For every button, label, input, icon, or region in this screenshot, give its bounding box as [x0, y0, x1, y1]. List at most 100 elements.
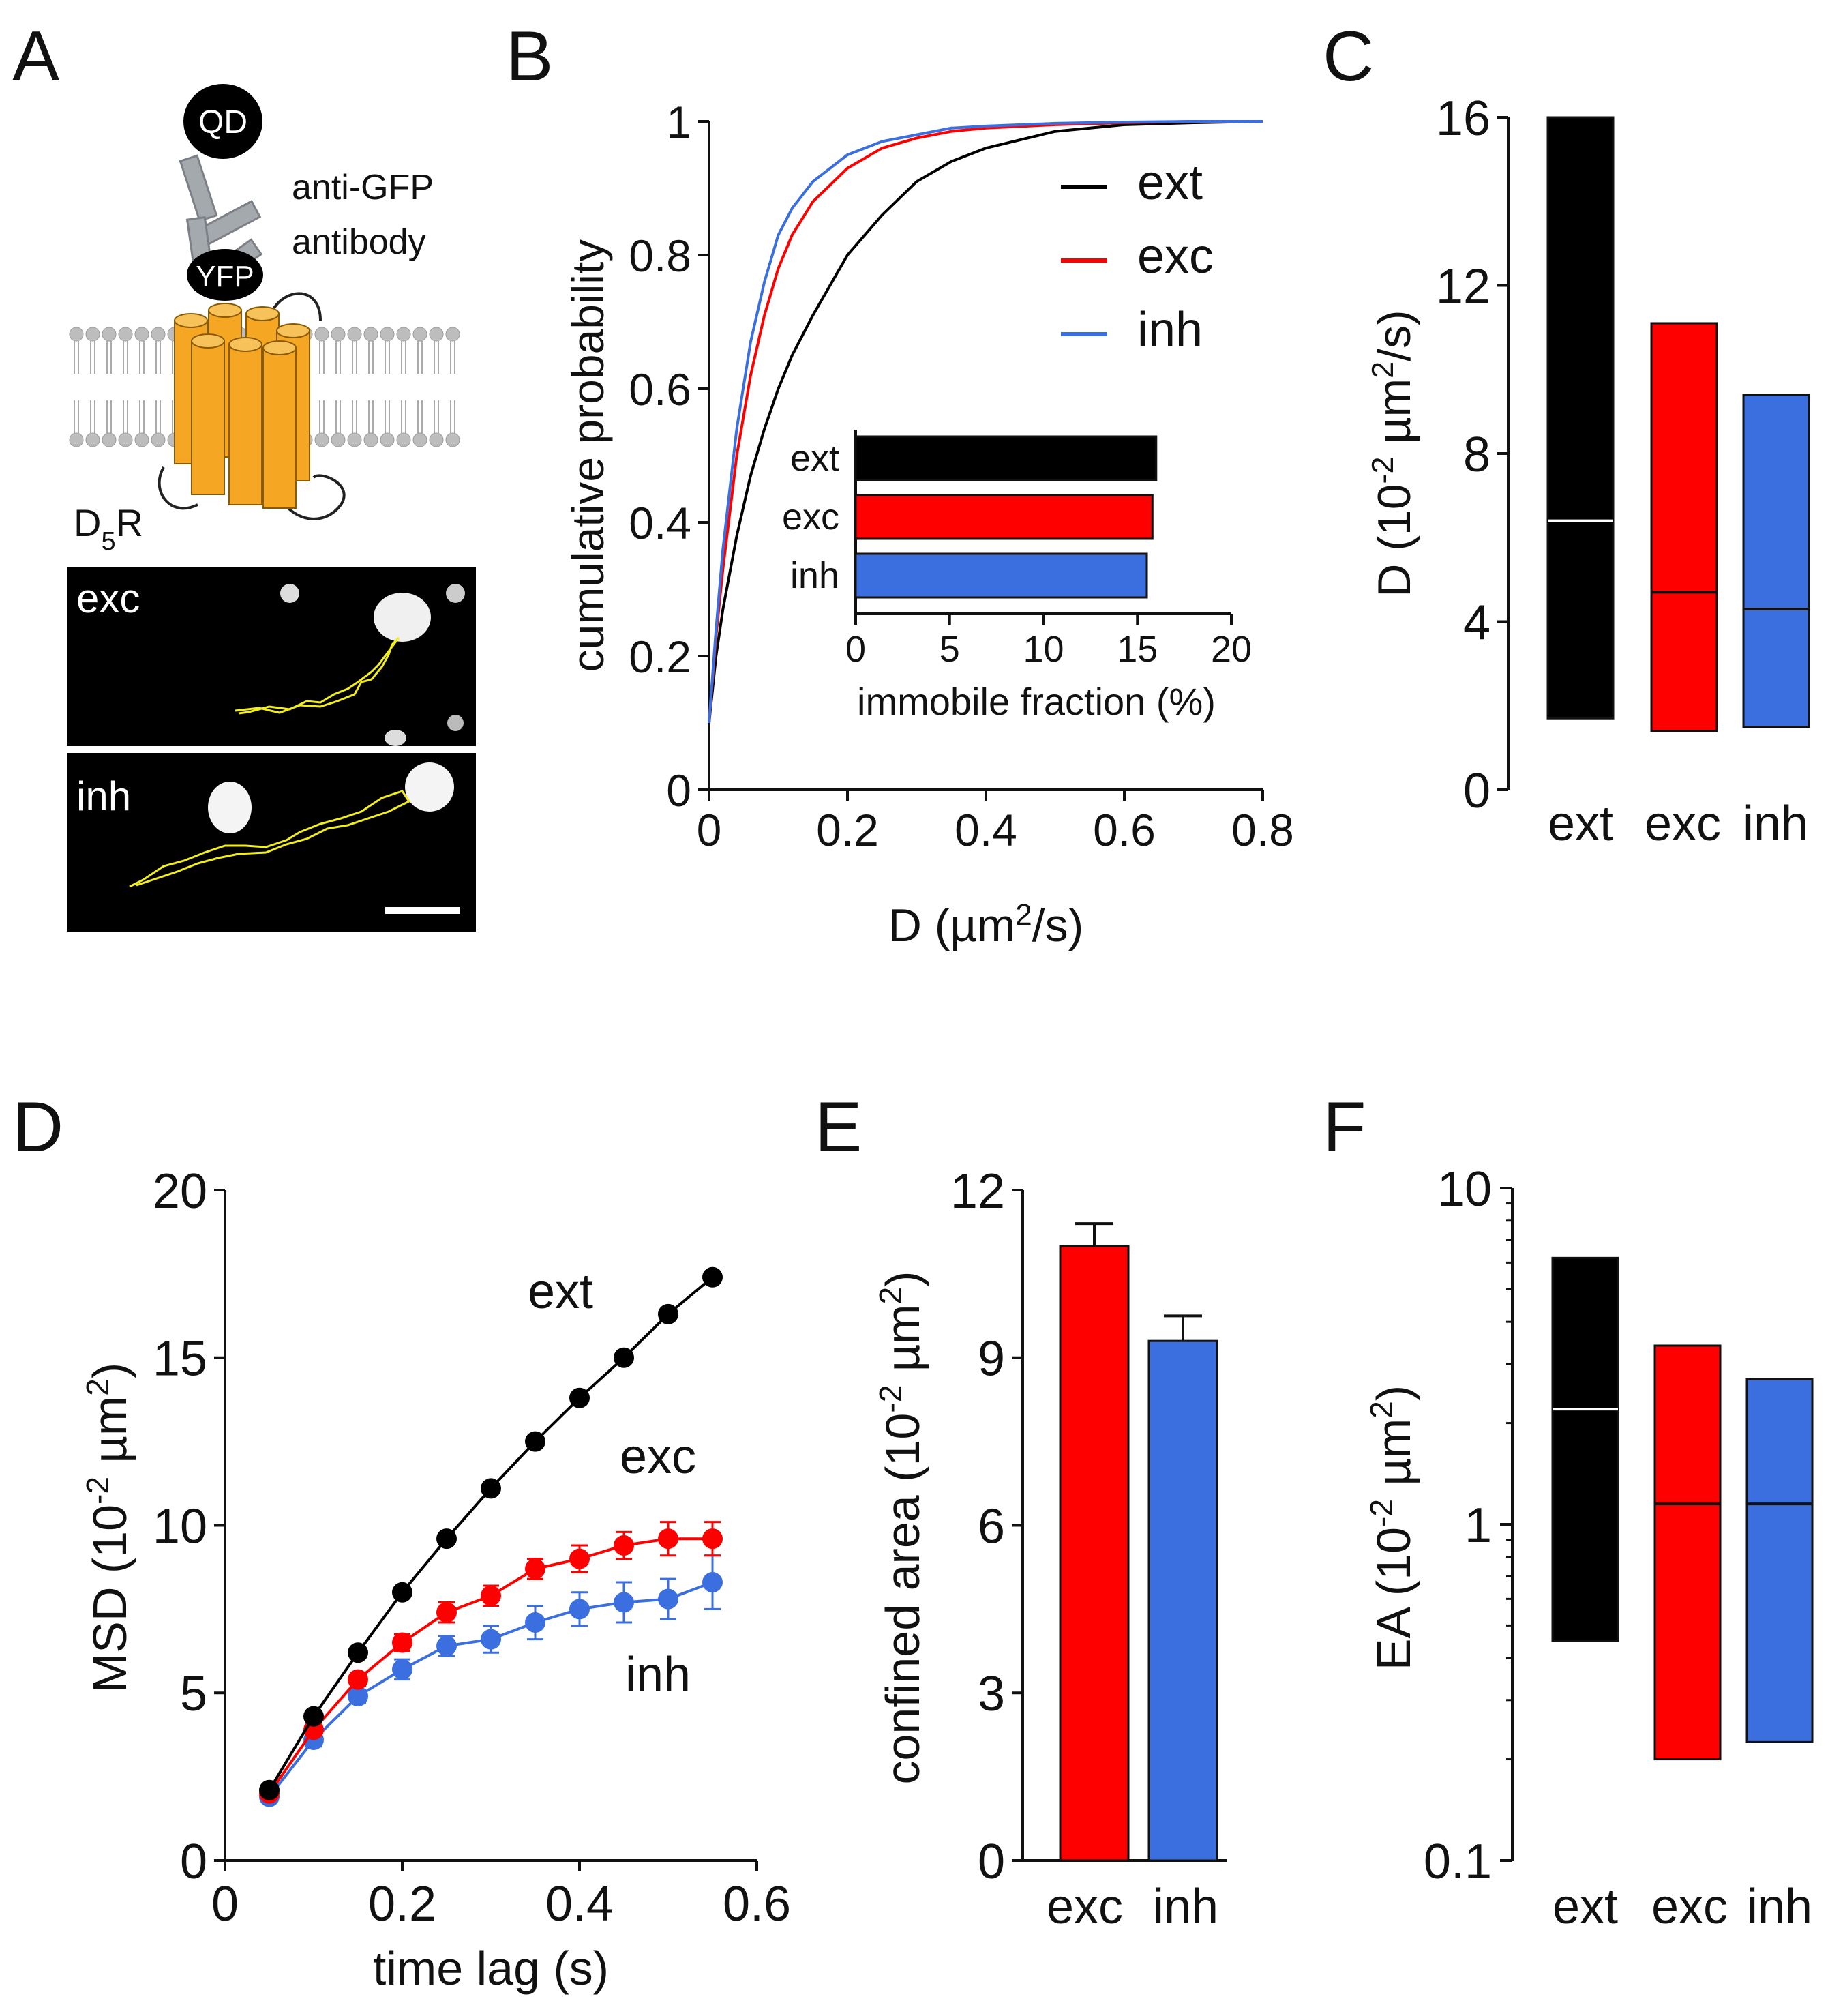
x-tick-label: 0.2 — [816, 805, 879, 855]
category-label-exc: exc — [1047, 1880, 1123, 1934]
data-point-exc — [614, 1535, 634, 1556]
lipid-head — [347, 432, 362, 447]
receptor-helix — [228, 344, 262, 505]
data-point-ext — [392, 1582, 412, 1603]
chart-e: 0 3 6 9 12 confined area (10-2 µm2) exc inh — [873, 1164, 1227, 1934]
scale-bar — [385, 907, 460, 914]
y-tick-label: 5 — [180, 1667, 207, 1721]
box-exc — [1653, 1344, 1722, 1761]
box-inh — [1745, 1378, 1814, 1743]
micrograph-label-exc: exc — [76, 576, 140, 621]
series-label-ext: ext — [528, 1264, 593, 1319]
x-tick-label: 0.6 — [1093, 805, 1156, 855]
y-tick-label: 10 — [153, 1499, 207, 1554]
x-tick-label: 0 — [211, 1877, 239, 1931]
data-point-ext — [481, 1478, 501, 1499]
data-point-ext — [525, 1431, 545, 1452]
particle — [447, 715, 464, 731]
cdf-line-ext — [708, 120, 1263, 724]
panel-b: B 00.20.40.60.810 0.2 0.4 0.6 0.8cumulative … — [506, 17, 1294, 951]
chart-d: 0 5 10 15 20 0 0.2 0.4 0.6 MSD (10-2 µm2) time lag… — [80, 1164, 791, 1995]
particle — [405, 762, 454, 812]
inset-bar-inh — [854, 552, 1148, 599]
data-point-exc — [348, 1669, 368, 1690]
panel-letter-b: B — [506, 17, 553, 96]
lipid-head — [314, 327, 329, 342]
inset-x-axis-title: immobile fraction (%) — [857, 680, 1216, 723]
receptor-tail — [158, 466, 198, 510]
receptor-helix-top — [276, 323, 310, 338]
lipid-head — [380, 432, 395, 447]
y-axis-title: confined area (10-2 µm2) — [873, 1271, 929, 1785]
lipid-head — [363, 432, 378, 447]
y-axis-title: MSD (10-2 µm2) — [80, 1363, 136, 1693]
lipid-head — [363, 327, 378, 342]
lipid-head — [380, 327, 395, 342]
lipid-head — [314, 432, 329, 447]
lipid-head — [69, 432, 84, 447]
x-tick-label: 10 — [1023, 629, 1064, 670]
particle — [374, 593, 431, 642]
box-ext — [1551, 1256, 1619, 1642]
data-point-exc — [525, 1558, 545, 1580]
lipid-head — [396, 432, 411, 447]
lipid-head — [429, 327, 444, 342]
antibody-label-line2: antibody — [292, 222, 426, 262]
lipid-head — [118, 327, 133, 342]
data-point-inh — [481, 1629, 501, 1650]
series-inh — [259, 1554, 723, 1807]
panel-letter-f: F — [1323, 1088, 1366, 1167]
lipid-head — [69, 327, 84, 342]
y-tick-label: 12 — [950, 1164, 1005, 1219]
panel-a: A QD YFP anti-GFP antibody D5R — [12, 17, 476, 932]
y-tick-label: 0.6 — [629, 364, 691, 415]
data-point-exc — [658, 1528, 678, 1550]
data-point-inh — [525, 1612, 545, 1633]
lipid-head — [134, 327, 149, 342]
y-axis-title: cumulative probability — [562, 239, 613, 672]
yfp-icon — [187, 249, 263, 301]
panel-letter-d: D — [12, 1088, 63, 1167]
receptor-helix-top — [228, 337, 262, 352]
receptor-helix-top — [191, 333, 225, 349]
x-axis-title: D (µm2/s) — [888, 898, 1084, 952]
box-exc — [1650, 322, 1718, 732]
y-tick-label: 0 — [1463, 764, 1490, 818]
data-point-exc — [481, 1585, 501, 1606]
series-exc — [259, 1521, 723, 1804]
receptor-helix — [262, 347, 297, 509]
antibody-label-line1: anti-GFP — [292, 168, 434, 207]
data-point-ext — [702, 1266, 723, 1288]
legend-label-inh: inh — [1137, 303, 1203, 357]
y-tick-label: 0.4 — [629, 498, 691, 548]
lipid-head — [134, 432, 149, 447]
y-tick-label: 4 — [1463, 595, 1490, 650]
lipid-head — [331, 327, 346, 342]
panel-d: D 0 5 10 15 20 0 0.2 0.4 0.6 MSD (10-2 µm2) time l… — [12, 1088, 791, 1995]
data-point-inh — [348, 1686, 368, 1707]
inset-bar-ext — [854, 435, 1158, 481]
lipid-head — [102, 432, 117, 447]
legend-label-ext: ext — [1137, 155, 1203, 210]
y-tick-label: 9 — [978, 1332, 1005, 1387]
series-label-inh: inh — [625, 1648, 691, 1702]
box-ext — [1546, 116, 1615, 720]
receptor-helix-top — [208, 303, 242, 318]
series-label-exc: exc — [620, 1429, 696, 1484]
y-axis-title: EA (10-2 µm2) — [1364, 1385, 1420, 1670]
data-point-ext — [348, 1642, 368, 1663]
y-tick-label: 12 — [1436, 259, 1490, 314]
yfp-label: YFP — [196, 260, 254, 293]
panel-letter-c: C — [1323, 17, 1374, 96]
y-tick-label: 0.8 — [629, 231, 691, 281]
y-tick-label: 1 — [1465, 1498, 1492, 1553]
panel-letter-e: E — [815, 1088, 862, 1167]
y-tick-label: 0.2 — [629, 632, 691, 682]
y-axis-title: D (10-2 µm2/s) — [1365, 310, 1421, 597]
category-label-inh: inh — [1743, 797, 1808, 851]
y-tick-label: 16 — [1436, 91, 1490, 146]
y-tick-label: 0 — [978, 1835, 1005, 1889]
data-point-exc — [702, 1528, 723, 1550]
lipid-head — [412, 432, 427, 447]
